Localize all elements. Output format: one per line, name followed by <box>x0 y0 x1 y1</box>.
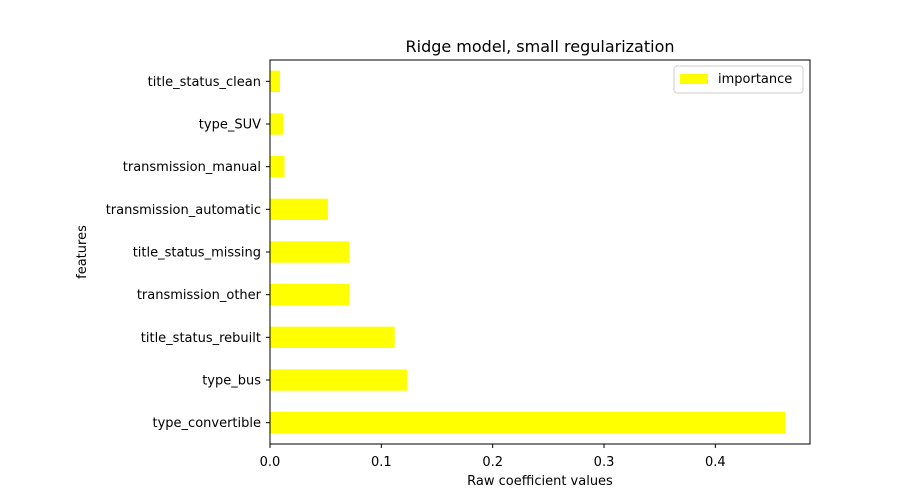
bar-type_convertible <box>270 412 786 434</box>
y-tick-label: type_bus <box>202 374 261 389</box>
bar-title_status_clean <box>270 70 281 92</box>
x-axis-ticks: 0.0 0.1 0.2 0.3 0.4 <box>260 444 726 470</box>
y-tick-label: transmission_other <box>137 288 262 303</box>
bars-group <box>270 70 786 434</box>
x-tick-label: 0.1 <box>371 455 392 470</box>
plot-frame <box>269 59 811 445</box>
y-axis-label: features <box>75 225 90 279</box>
y-tick-label: title_status_rebuilt <box>141 331 261 346</box>
chart-title: Ridge model, small regularization <box>406 37 675 56</box>
y-tick-label: transmission_manual <box>123 160 261 175</box>
bar-title_status_missing <box>270 241 350 263</box>
bar-transmission_automatic <box>270 198 328 220</box>
bar-type_SUV <box>270 113 284 135</box>
x-tick-label: 0.2 <box>482 455 503 470</box>
y-tick-label: title_status_missing <box>133 246 261 261</box>
legend: importance <box>673 65 804 94</box>
bar-transmission_manual <box>270 156 285 178</box>
y-tick-label: type_convertible <box>153 416 262 431</box>
y-tick-label: type_SUV <box>199 118 261 133</box>
legend-box <box>673 65 804 94</box>
x-tick-label: 0.4 <box>705 455 726 470</box>
bar-transmission_other <box>270 284 350 306</box>
y-tick-label: title_status_clean <box>148 75 261 90</box>
x-axis-label: Raw coefficient values <box>467 474 613 489</box>
y-axis-ticks: type_convertible type_bus title_status_reb… <box>106 75 270 431</box>
y-tick-label: transmission_automatic <box>106 203 261 218</box>
x-tick-label: 0.0 <box>260 455 281 470</box>
bar-type_bus <box>270 369 407 391</box>
legend-swatch <box>680 74 708 84</box>
bar-title_status_rebuilt <box>270 326 395 348</box>
legend-label: importance <box>718 72 792 87</box>
x-tick-label: 0.3 <box>594 455 615 470</box>
